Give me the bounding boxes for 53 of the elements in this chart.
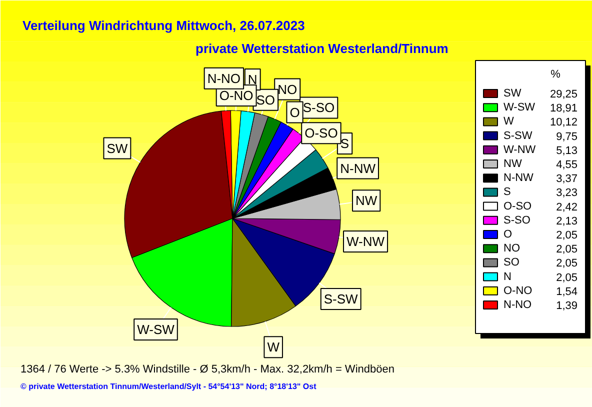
data-label: 3,23	[556, 187, 578, 200]
legend-label: W	[504, 116, 514, 128]
data-label: 2,05	[556, 258, 578, 270]
data-label: 2,05	[556, 230, 578, 242]
slice-label: SW	[106, 140, 128, 156]
legend-label: W-SW	[504, 102, 536, 114]
legend-label: S-SW	[504, 130, 533, 142]
legend-label: O-SO	[504, 200, 532, 212]
data-label: 9,75	[556, 130, 578, 143]
slice-label: NW	[355, 193, 378, 208]
slice-label: N-NO	[207, 70, 241, 86]
data-label: 18,91	[550, 102, 578, 115]
data-label: 3,37	[556, 173, 578, 186]
legend-label: O	[504, 228, 512, 240]
slice-label: O-NO	[219, 88, 254, 103]
text: © private Wetterstation Tinnum/Westerland/Sylt - 54°54'13" Nord; 8°18'13" Ost	[20, 382, 317, 391]
slice-label: N	[248, 72, 258, 88]
category-label: O-SO	[304, 126, 338, 141]
legend-label: NW	[504, 158, 522, 170]
legend-label: SW	[504, 88, 522, 100]
slice-label: W-NW	[346, 234, 386, 250]
legend-label: W-NW	[504, 144, 536, 156]
legend-label: S	[504, 186, 511, 198]
data-label: 2,05	[556, 272, 578, 284]
legend-label: NO	[504, 242, 520, 255]
legend-label: S-SO	[504, 214, 531, 226]
legend-label: O-NO	[504, 284, 533, 297]
slice-label: S-SO	[302, 100, 335, 116]
slice-label: W	[267, 340, 280, 355]
slice-label: SO	[256, 92, 276, 108]
slice-label: N-NW	[340, 160, 376, 176]
slice-label: W-SW	[137, 322, 176, 338]
legend-label: N-NW	[504, 172, 534, 184]
chart-title: Verteilung Windrichtung Mittwoch, 26.07.2023	[22, 18, 305, 33]
slice-label: S	[340, 136, 350, 152]
data-label: 4,55	[556, 159, 578, 171]
slice-label: S-SW	[324, 292, 359, 307]
legend-title: %	[550, 68, 561, 80]
data-label: 2,13	[556, 215, 578, 228]
data-label: 2,42	[556, 201, 578, 214]
text: 1364 / 76 Werte -> 5.3% Windstille - Ø 5,3km/h - Max. 32,2km/h = Windböen	[20, 364, 394, 376]
data-label: 1,39	[556, 300, 578, 312]
data-label: 5,13	[556, 144, 578, 157]
chart-subtitle: private Wetterstation Westerland/Tinnum	[196, 41, 448, 56]
slice-label: NO	[278, 82, 298, 97]
legend-label: SO	[504, 256, 520, 269]
data-label: 29,25	[550, 88, 578, 100]
data-label: 1,54	[556, 286, 578, 298]
legend-label: N-NO	[504, 299, 532, 311]
data-label: 10,12	[550, 116, 578, 129]
data-label: 2,05	[556, 244, 578, 256]
legend-label: N	[504, 270, 512, 283]
slice-label: O	[290, 104, 300, 120]
